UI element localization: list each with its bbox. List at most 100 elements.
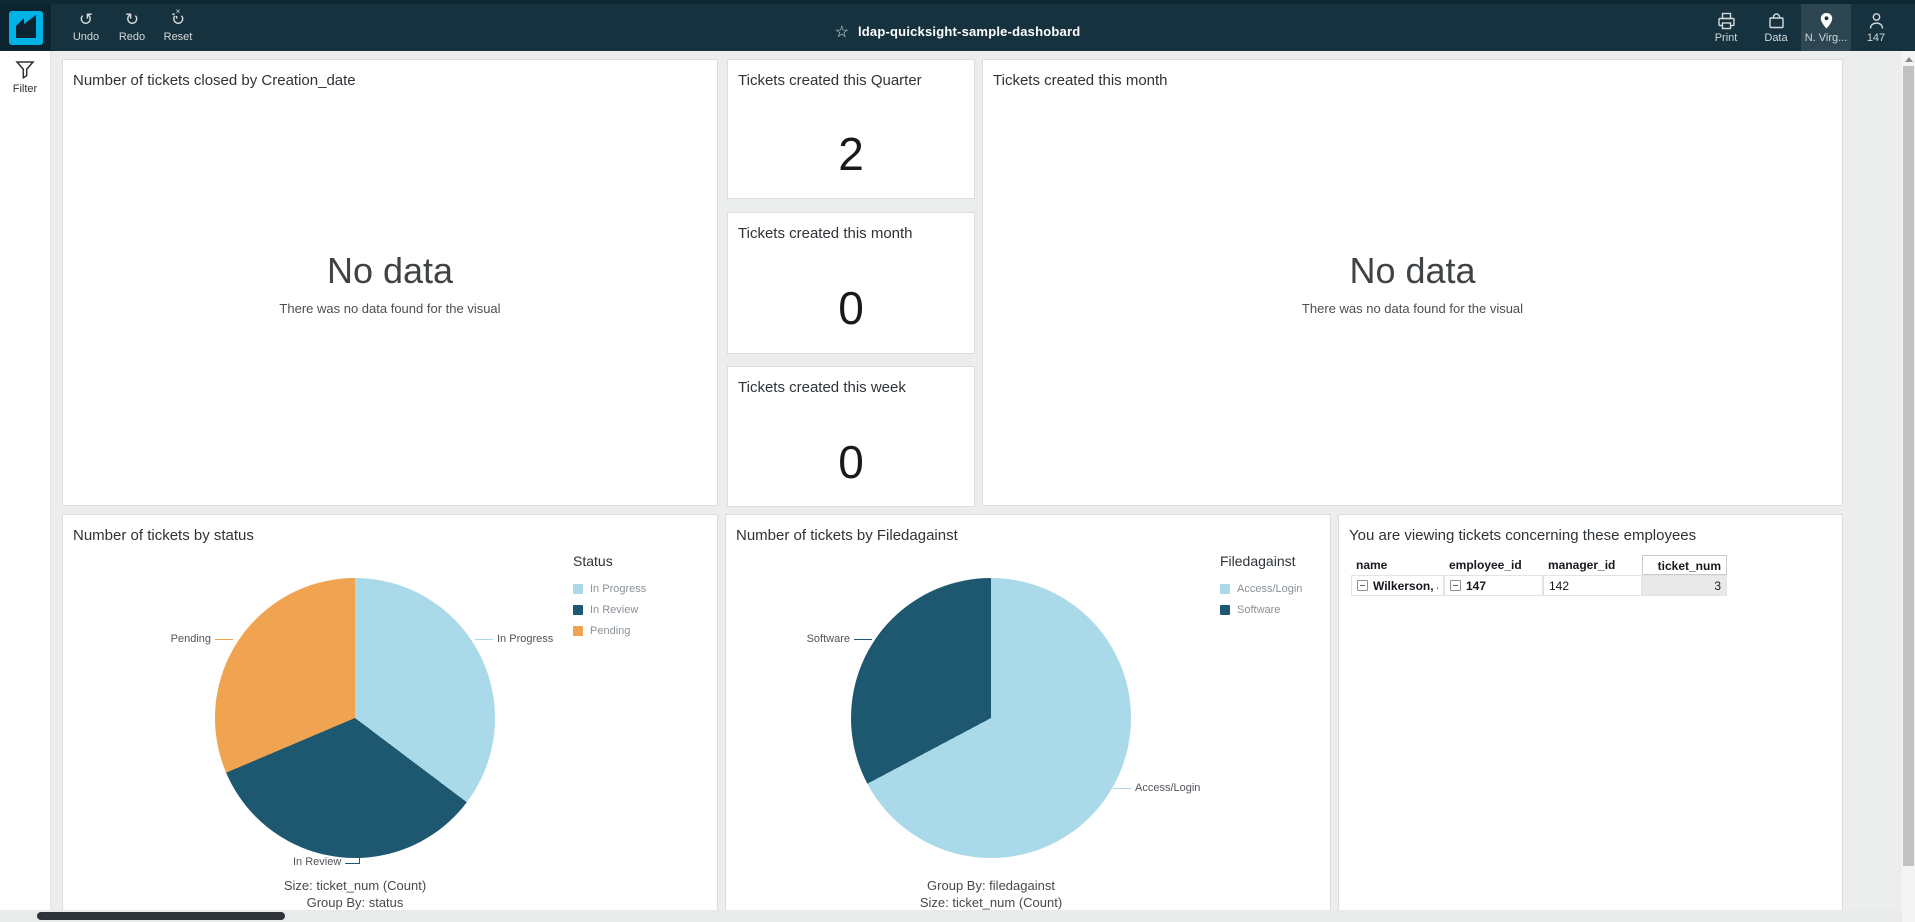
scroll-up-arrow-icon[interactable] <box>1904 57 1913 62</box>
slice-callout-software: Software <box>766 633 872 645</box>
slice-callout-in-review: In Review <box>293 855 361 869</box>
visual-tickets-by-filedagainst[interactable]: Number of tickets by Filedagainst Fileda… <box>725 514 1331 922</box>
user-menu[interactable]: 147 <box>1851 4 1901 51</box>
kpi-value: 0 <box>838 282 864 334</box>
no-data-subtext: There was no data found for the visual <box>1301 300 1524 316</box>
visual-title: Tickets created this month <box>993 72 1168 89</box>
data-label: Data <box>1764 31 1788 44</box>
visual-tickets-by-status[interactable]: Number of tickets by status Status In Pr… <box>62 514 718 922</box>
print-button[interactable]: Print <box>1701 4 1751 51</box>
legend-swatch <box>1220 605 1230 615</box>
kpi-value: 0 <box>838 435 864 488</box>
collapse-icon[interactable] <box>1450 580 1461 591</box>
column-header-employee-id[interactable]: employee_id <box>1449 558 1522 572</box>
no-data-message: No data There was no data found for the … <box>63 60 717 505</box>
redo-icon: ↻ <box>124 10 140 29</box>
no-data-heading: No data <box>326 249 454 291</box>
legend-title: Filedagainst <box>1220 553 1296 569</box>
table-row[interactable]: Wilkerson, Ja... 147 142 3 <box>1351 575 1727 596</box>
legend-title: Status <box>573 553 613 569</box>
legend-item[interactable]: Software <box>1220 604 1316 616</box>
visual-title: Number of tickets by status <box>73 527 254 544</box>
legend-swatch <box>1220 584 1230 594</box>
status-pie-chart[interactable] <box>215 578 495 858</box>
print-label: Print <box>1714 31 1738 44</box>
status-legend: Status In Progress In Review Pending <box>573 553 659 646</box>
legend-item[interactable]: Pending <box>573 625 659 637</box>
filedagainst-pie-chart[interactable] <box>851 578 1131 858</box>
table-header-row: name employee_id manager_id ticket_num <box>1351 555 1727 575</box>
filter-funnel-icon <box>15 61 35 80</box>
data-button[interactable]: Data <box>1751 4 1801 51</box>
person-icon <box>1869 12 1883 29</box>
reset-icon: ↻ × <box>170 7 186 29</box>
left-sidebar: Filter <box>0 51 51 910</box>
printer-icon <box>1717 12 1735 29</box>
legend-label: In Review <box>590 604 639 616</box>
horizontal-scrollbar-thumb[interactable] <box>37 912 285 920</box>
chart-captions: Size: ticket_num (Count) Group By: statu… <box>283 878 427 910</box>
legend-label: Pending <box>590 625 631 637</box>
legend-item[interactable]: In Progress <box>573 583 659 595</box>
column-header-manager-id[interactable]: manager_id <box>1548 558 1616 572</box>
kpi-title: Tickets created this Quarter <box>738 72 922 89</box>
cell-manager-id[interactable]: 142 <box>1543 575 1642 596</box>
legend-item[interactable]: Access/Login <box>1220 583 1316 595</box>
redo-label: Redo <box>118 31 146 43</box>
column-header-name[interactable]: name <box>1356 558 1388 572</box>
slice-callout-access-login: Access/Login <box>1113 782 1200 794</box>
top-navbar: ↺ Undo ↻ Redo ↻ × Reset ☆ ldap-quicksight… <box>0 0 1915 51</box>
cell-name[interactable]: Wilkerson, Ja... <box>1351 575 1444 596</box>
no-data-heading: No data <box>1349 249 1476 291</box>
kpi-tickets-created-this-quarter[interactable]: Tickets created this Quarter 2 <box>727 59 975 199</box>
favorite-star-icon[interactable]: ☆ <box>834 23 849 41</box>
undo-icon: ↺ <box>78 10 94 29</box>
undo-button[interactable]: ↺ Undo <box>63 4 109 51</box>
kpi-title: Tickets created this week <box>738 379 906 396</box>
cell-ticket-num[interactable]: 3 <box>1642 575 1727 596</box>
visual-tickets-created-this-month[interactable]: Tickets created this month No data There… <box>982 59 1843 506</box>
visual-tickets-closed-by-creation-date[interactable]: Number of tickets closed by Creation_dat… <box>62 59 718 506</box>
redo-button[interactable]: ↻ Redo <box>109 4 155 51</box>
filter-button[interactable]: Filter <box>13 60 37 95</box>
kpi-tickets-created-this-month[interactable]: Tickets created this month 0 <box>727 212 975 354</box>
region-label: N. Virg... <box>1804 31 1848 44</box>
reset-label: Reset <box>163 31 193 43</box>
no-data-message: No data There was no data found for the … <box>983 60 1842 505</box>
undo-label: Undo <box>72 31 100 43</box>
legend-label: In Progress <box>590 583 647 595</box>
legend-label: Access/Login <box>1237 583 1303 595</box>
legend-swatch <box>573 605 583 615</box>
slice-callout-pending: Pending <box>121 633 233 645</box>
quicksight-logo-icon <box>8 10 43 45</box>
dashboard-title-bar: ☆ ldap-quicksight-sample-dashobard <box>835 8 1081 55</box>
quicksight-logo[interactable] <box>0 4 51 51</box>
collapse-icon[interactable] <box>1357 580 1368 591</box>
visual-title: Number of tickets by Filedagainst <box>736 527 958 544</box>
kpi-tickets-created-this-week[interactable]: Tickets created this week 0 <box>727 366 975 507</box>
visual-title: You are viewing tickets concerning these… <box>1349 527 1697 544</box>
visual-title: Number of tickets closed by Creation_dat… <box>73 72 356 89</box>
reset-button[interactable]: ↻ × Reset <box>155 4 201 51</box>
chart-captions: Group By: filedagainst Size: ticket_num … <box>919 878 1063 910</box>
location-pin-icon <box>1820 12 1832 28</box>
legend-label: Software <box>1237 604 1281 616</box>
filedagainst-legend: Filedagainst Access/Login Software <box>1220 553 1316 625</box>
data-bag-icon <box>1768 12 1784 28</box>
visual-employees-table[interactable]: You are viewing tickets concerning these… <box>1338 514 1843 922</box>
employees-table: name employee_id manager_id ticket_num W… <box>1351 555 1727 596</box>
vertical-scrollbar-thumb[interactable] <box>1903 66 1914 866</box>
legend-item[interactable]: In Review <box>573 604 659 616</box>
kpi-title: Tickets created this month <box>738 225 913 242</box>
column-header-ticket-num[interactable]: ticket_num <box>1642 555 1727 575</box>
cell-employee-id[interactable]: 147 <box>1444 575 1543 596</box>
slice-callout-in-progress: In Progress <box>475 633 553 645</box>
region-selector[interactable]: N. Virg... <box>1801 4 1851 51</box>
filter-label: Filter <box>12 83 38 95</box>
vertical-scrollbar[interactable] <box>1902 51 1915 922</box>
kpi-value: 2 <box>838 128 864 180</box>
legend-swatch <box>573 584 583 594</box>
no-data-subtext: There was no data found for the visual <box>279 300 501 316</box>
horizontal-scrollbar[interactable] <box>0 910 1902 922</box>
dashboard-title: ldap-quicksight-sample-dashobard <box>857 24 1081 39</box>
